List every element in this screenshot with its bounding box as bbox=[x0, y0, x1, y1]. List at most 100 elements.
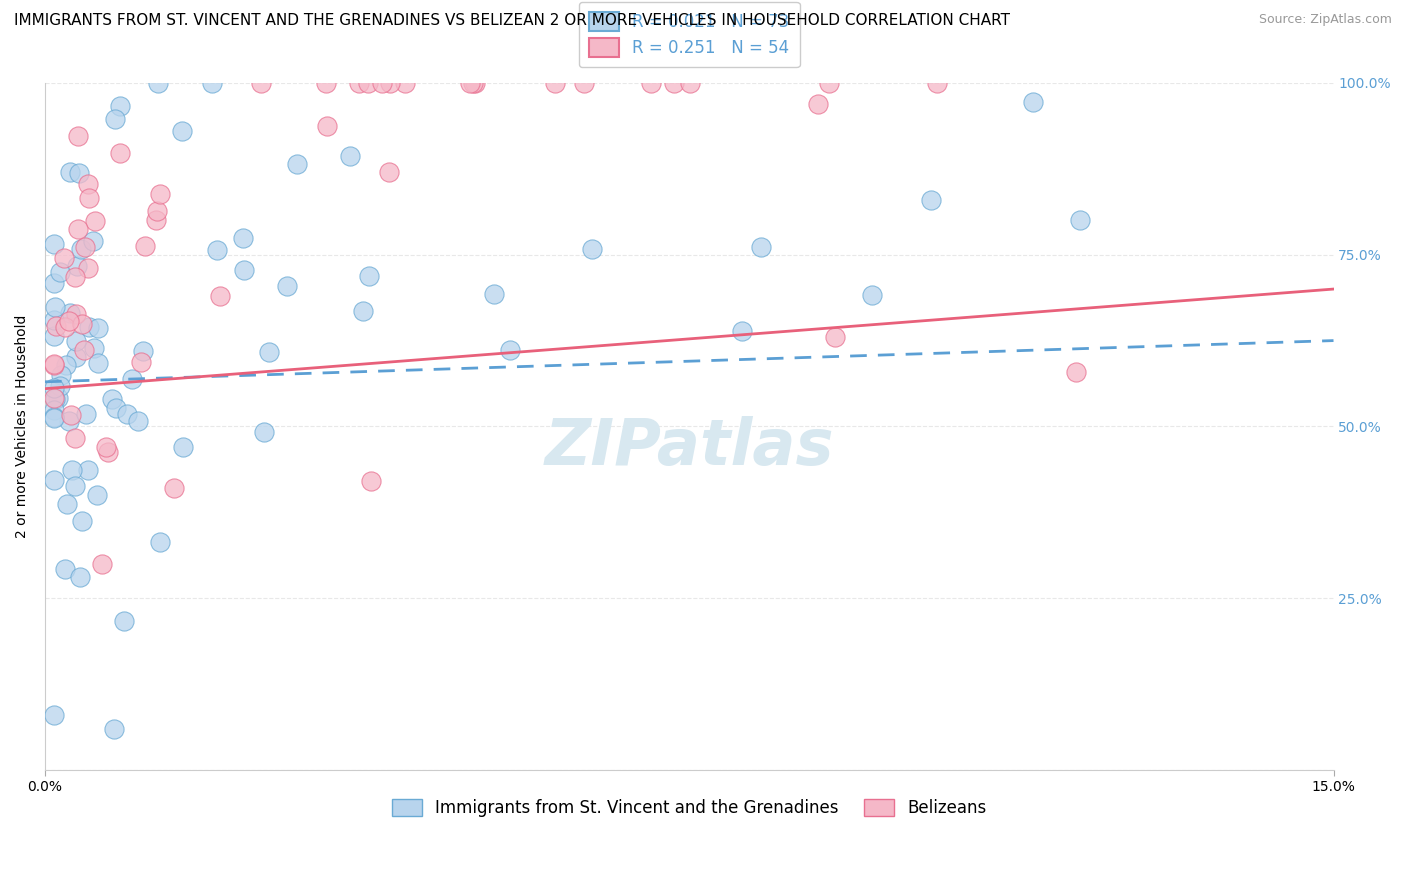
Point bbox=[62, 463, 84, 477]
Point bbox=[104, 401, 127, 416]
Point bbox=[59, 306, 82, 320]
Point bbox=[205, 243, 228, 257]
Point bbox=[352, 304, 374, 318]
Text: Source: ZipAtlas.com: Source: ZipAtlas.com bbox=[1258, 13, 1392, 27]
Point bbox=[49, 379, 72, 393]
Point bbox=[751, 240, 773, 254]
Point bbox=[132, 343, 155, 358]
Point bbox=[394, 76, 416, 90]
Point bbox=[640, 76, 662, 90]
Point bbox=[67, 221, 90, 235]
Point bbox=[172, 440, 194, 454]
Point bbox=[108, 145, 131, 160]
Point bbox=[231, 230, 253, 244]
Point bbox=[69, 242, 91, 256]
Point bbox=[63, 479, 86, 493]
Point bbox=[1069, 213, 1091, 227]
Point bbox=[58, 314, 80, 328]
Point bbox=[315, 76, 337, 90]
Point bbox=[77, 191, 100, 205]
Point bbox=[42, 276, 65, 290]
Point bbox=[360, 475, 382, 489]
Point bbox=[66, 259, 89, 273]
Point bbox=[1064, 364, 1087, 378]
Point bbox=[287, 157, 309, 171]
Point bbox=[927, 76, 949, 90]
Point bbox=[87, 321, 110, 335]
Point bbox=[544, 76, 567, 90]
Point bbox=[42, 381, 65, 395]
Point bbox=[378, 76, 401, 90]
Point bbox=[357, 76, 380, 90]
Point bbox=[42, 357, 65, 371]
Point bbox=[920, 193, 942, 207]
Point bbox=[115, 407, 138, 421]
Point bbox=[91, 557, 114, 571]
Point bbox=[42, 411, 65, 425]
Point bbox=[464, 76, 486, 90]
Point bbox=[42, 410, 65, 425]
Point bbox=[121, 372, 143, 386]
Point bbox=[572, 76, 595, 90]
Point bbox=[824, 330, 846, 344]
Point bbox=[44, 392, 66, 407]
Point bbox=[377, 165, 399, 179]
Point bbox=[42, 328, 65, 343]
Point bbox=[94, 440, 117, 454]
Point bbox=[357, 269, 380, 284]
Point bbox=[349, 76, 371, 90]
Point bbox=[65, 350, 87, 364]
Point bbox=[250, 76, 273, 90]
Point bbox=[257, 345, 280, 359]
Point bbox=[731, 324, 754, 338]
Point bbox=[75, 407, 97, 421]
Point bbox=[42, 402, 65, 417]
Point bbox=[53, 561, 76, 575]
Point bbox=[315, 120, 337, 134]
Point bbox=[97, 444, 120, 458]
Point bbox=[42, 473, 65, 487]
Point bbox=[860, 287, 883, 301]
Point bbox=[482, 287, 505, 301]
Text: IMMIGRANTS FROM ST. VINCENT AND THE GRENADINES VS BELIZEAN 2 OR MORE VEHICLES IN: IMMIGRANTS FROM ST. VINCENT AND THE GREN… bbox=[14, 13, 1010, 29]
Point bbox=[112, 614, 135, 628]
Point bbox=[44, 300, 66, 314]
Point bbox=[146, 76, 169, 90]
Point bbox=[55, 359, 77, 373]
Point bbox=[131, 355, 153, 369]
Point bbox=[458, 76, 481, 90]
Point bbox=[42, 392, 65, 406]
Point bbox=[83, 341, 105, 355]
Point bbox=[370, 76, 392, 90]
Point bbox=[127, 414, 149, 428]
Point bbox=[233, 262, 256, 277]
Point bbox=[56, 497, 79, 511]
Point bbox=[63, 432, 86, 446]
Point bbox=[67, 166, 90, 180]
Point bbox=[498, 343, 520, 357]
Point bbox=[45, 319, 67, 334]
Point bbox=[66, 128, 89, 143]
Point bbox=[49, 265, 72, 279]
Point bbox=[53, 251, 76, 265]
Point bbox=[581, 242, 603, 256]
Point bbox=[209, 288, 232, 302]
Point bbox=[145, 204, 167, 219]
Point bbox=[86, 488, 108, 502]
Point bbox=[69, 569, 91, 583]
Point bbox=[72, 343, 94, 357]
Point bbox=[42, 708, 65, 723]
Point bbox=[201, 76, 224, 90]
Text: ZIPatlas: ZIPatlas bbox=[544, 416, 834, 478]
Point bbox=[163, 481, 186, 495]
Point bbox=[82, 234, 104, 248]
Point bbox=[134, 238, 156, 252]
Point bbox=[58, 413, 80, 427]
Point bbox=[145, 212, 167, 227]
Point bbox=[60, 409, 83, 423]
Point bbox=[253, 425, 276, 439]
Y-axis label: 2 or more Vehicles in Household: 2 or more Vehicles in Household bbox=[15, 315, 30, 538]
Point bbox=[172, 124, 194, 138]
Point bbox=[110, 98, 132, 112]
Point bbox=[339, 149, 361, 163]
